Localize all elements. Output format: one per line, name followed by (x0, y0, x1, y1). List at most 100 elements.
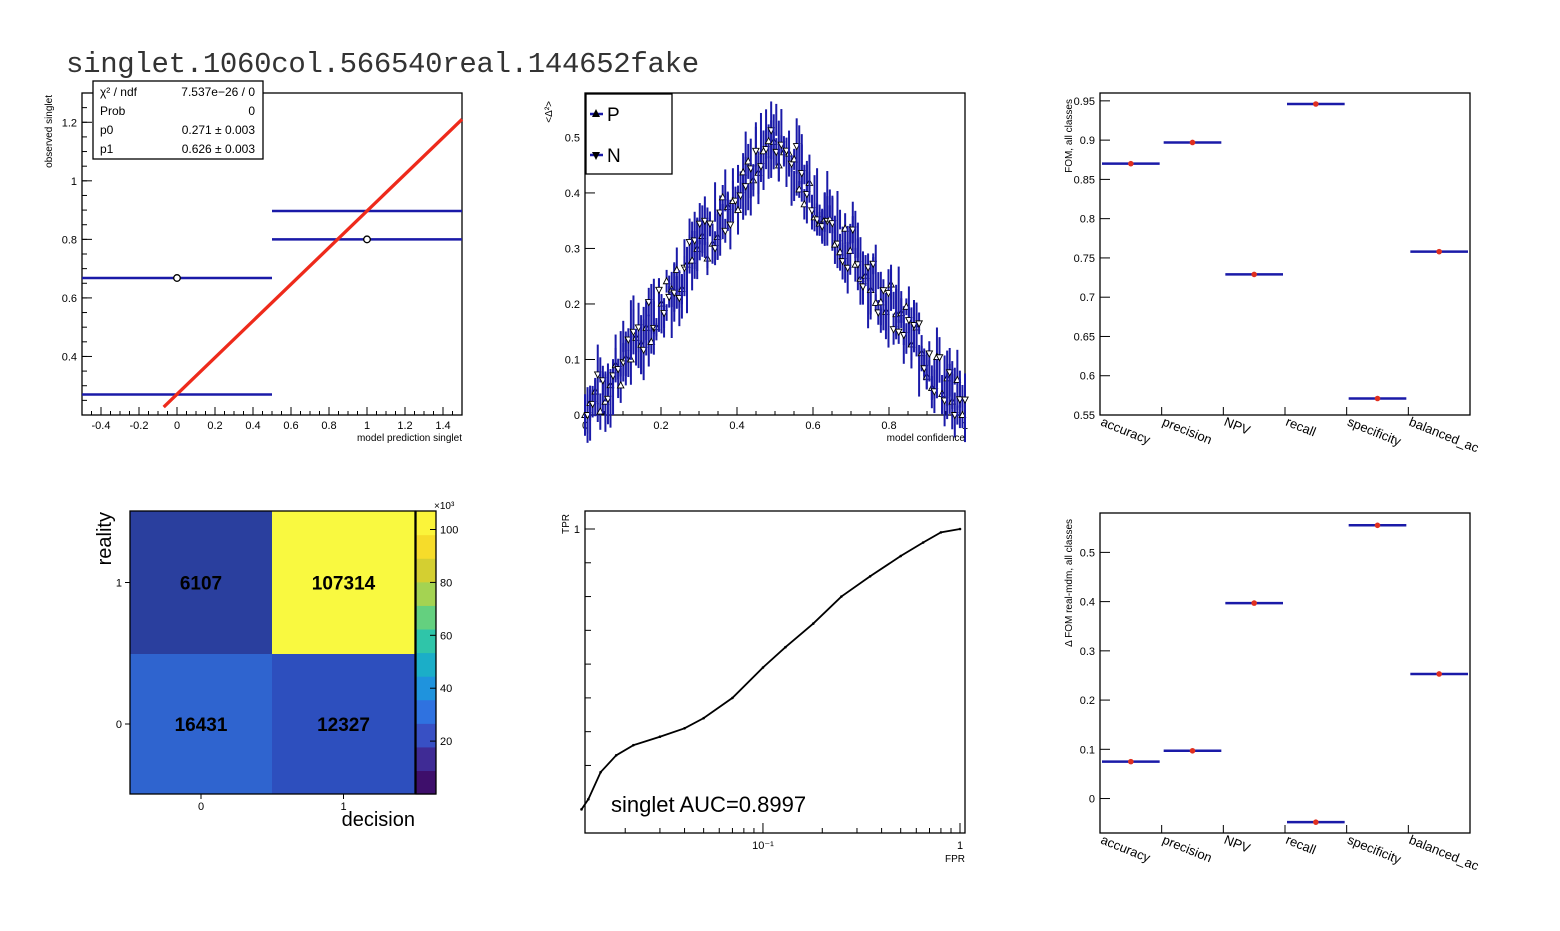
roc-point (683, 726, 686, 730)
stats-label: Prob (100, 104, 126, 118)
heatmap-cell (130, 511, 272, 654)
value-point (1251, 271, 1257, 278)
legend-label: N (607, 146, 621, 167)
category-label: specificity (1345, 832, 1403, 867)
roc-annotation: singlet AUC=0.8997 (611, 792, 806, 817)
x-axis-label: model confidence (887, 433, 966, 444)
roc-point (614, 754, 618, 757)
roc-point (731, 696, 734, 700)
data-marker (751, 147, 760, 156)
fom-frame (1099, 92, 1471, 416)
value-point (1189, 139, 1196, 146)
x-tick-label: 0 (174, 420, 180, 432)
x-tick-label: 0.2 (207, 420, 222, 432)
stats-value: 7.537e−26 / 0 (181, 85, 255, 99)
stats-box (92, 80, 264, 160)
x-tick-label: 10⁻¹ (752, 840, 774, 852)
stats-label: p1 (100, 142, 114, 156)
y-tick-label: 0.95 (1074, 96, 1095, 108)
y-tick-label: 0.75 (1074, 253, 1095, 265)
data-marker (616, 380, 625, 389)
stats-label: χ² / ndf (100, 85, 138, 99)
y-tick-label: 0.5 (1080, 547, 1095, 559)
y-tick-label: 0.5 (565, 132, 580, 144)
x-tick-label: 1.4 (435, 420, 450, 432)
x-tick-label: -0.2 (130, 420, 149, 432)
value-point (1313, 101, 1319, 107)
page-title: singlet.1060col.566540real.144652fake (66, 48, 699, 81)
x-tick-label: 1 (340, 801, 346, 813)
legend-label: P (607, 105, 620, 126)
stats-value: 0.271 ± 0.003 (182, 123, 256, 137)
x-tick-label: 0 (198, 801, 204, 813)
category-label: balanced_ac (1407, 832, 1481, 874)
colorbar-segment (416, 511, 436, 536)
x-tick-label: 0.4 (245, 420, 260, 432)
colorbar-tick-label: 60 (440, 630, 452, 642)
category-label: specificity (1345, 414, 1403, 449)
heatmap-count: 12327 (317, 715, 370, 736)
x-axis-label: FPR (945, 854, 965, 865)
y-tick-label: 1 (71, 176, 77, 188)
roc-point (868, 574, 872, 578)
x-tick-label: 1.2 (397, 420, 412, 432)
fit-line (162, 118, 464, 409)
colorbar-tick-label: 80 (440, 577, 452, 589)
legend-marker (592, 152, 600, 160)
value-point (1128, 758, 1134, 765)
value-point (1374, 395, 1381, 402)
legend-marker (592, 109, 600, 117)
colorbar-segment (416, 723, 436, 748)
y-axis-label: Δ FOM real-mdm, all classes (1064, 519, 1075, 647)
y-tick-label: 0.1 (565, 354, 580, 366)
heatmap-count: 16431 (175, 715, 228, 736)
roc-point (811, 622, 815, 625)
data-marker (655, 286, 663, 295)
y-tick-label: 1 (574, 524, 580, 536)
y-tick-label: 0.4 (1080, 597, 1095, 609)
roc-point (702, 716, 705, 720)
colorbar-tick-label: 100 (440, 525, 458, 537)
value-point (1128, 160, 1134, 167)
colorbar-segment (416, 605, 436, 630)
data-marker (935, 354, 944, 362)
y-tick-label: 0.85 (1074, 174, 1095, 186)
y-tick-label: 0.55 (1074, 410, 1095, 422)
y-tick-label: 0.7 (1080, 292, 1095, 304)
y-tick-label: 0.1 (1080, 744, 1095, 756)
bin-point (363, 235, 371, 244)
value-point (1436, 671, 1442, 677)
colorbar-segment (416, 699, 436, 724)
colorbar-tick-label: 40 (440, 683, 452, 695)
value-point (1313, 819, 1319, 825)
x-axis-label: decision (342, 809, 415, 831)
x-tick-label: -0.4 (92, 420, 111, 432)
y-tick-label: 0.8 (62, 234, 77, 246)
data-marker (915, 320, 924, 328)
y-tick-label: 0.3 (565, 243, 580, 255)
value-point (1436, 248, 1442, 255)
category-label: precision (1160, 832, 1214, 865)
heatmap-count: 107314 (312, 574, 376, 595)
category-label: accuracy (1099, 832, 1153, 866)
y-tick-label: 1.2 (62, 117, 77, 129)
y-axis-label: <Δ²> (544, 101, 555, 123)
roc-point (632, 743, 635, 747)
y-tick-label: 0.2 (1080, 695, 1095, 707)
y-tick-label: 0.4 (565, 188, 580, 200)
confusion-frame (129, 510, 416, 795)
data-marker (726, 221, 735, 230)
colorbar-segment (416, 746, 436, 772)
x-axis-label: model prediction singlet (357, 433, 462, 444)
roc-point (587, 797, 590, 801)
roc-point (599, 770, 602, 774)
heatmap-cell (272, 511, 415, 654)
y-tick-label: 0.9 (1080, 135, 1095, 147)
stats-label: p0 (100, 123, 114, 137)
colorbar-segment (416, 652, 436, 677)
colorbar-segment (416, 534, 436, 559)
colorbar-segment (416, 581, 436, 606)
roc-point (958, 527, 962, 531)
colorbar-tick-label: 20 (440, 736, 452, 748)
